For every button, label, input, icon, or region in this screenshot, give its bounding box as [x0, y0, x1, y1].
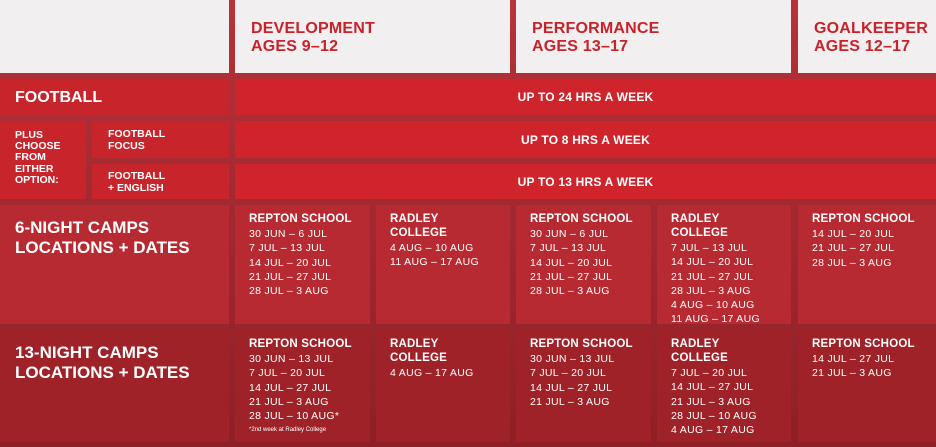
- venue-name: REPTON SCHOOL: [249, 338, 352, 350]
- camp-date: 7 JUL – 13 JUL: [249, 242, 326, 255]
- camp-date: 4 AUG – 10 AUG: [390, 242, 474, 254]
- header-performance: PERFORMANCE AGES 13–17: [516, 0, 791, 73]
- venue-name: REPTON SCHOOL: [812, 338, 915, 350]
- camp-date: 11 AUG – 17 AUG: [671, 313, 760, 326]
- camp-date: 14 JUL – 27 JUL: [671, 381, 754, 394]
- camp-date: 4 AUG – 17 AUG: [390, 367, 474, 379]
- camp-date: 7 JUL – 13 JUL: [530, 242, 607, 255]
- thirteen-night-performance-radley: RADLEY COLLEGE 7 JUL – 20 JUL 14 JUL – 2…: [657, 330, 791, 442]
- venue-name: REPTON SCHOOL: [249, 213, 352, 225]
- camp-date: 30 JUN – 6 JUL: [530, 228, 609, 240]
- venue-name: RADLEY COLLEGE: [671, 338, 728, 364]
- football-english-label: FOOTBALL + ENGLISH: [92, 164, 229, 199]
- venue-name: REPTON SCHOOL: [530, 213, 633, 225]
- camp-date: 7 JUL – 20 JUL: [671, 367, 748, 379]
- header-performance-title: PERFORMANCE: [532, 20, 660, 37]
- venue-name: REPTON SCHOOL: [812, 213, 915, 225]
- football-focus-hours-bar: UP TO 8 HRS A WEEK: [235, 121, 936, 158]
- six-night-development-radley: RADLEY COLLEGE 4 AUG – 10 AUG 11 AUG – 1…: [376, 205, 510, 324]
- camp-date: 14 JUL – 27 JUL: [530, 381, 613, 394]
- camp-date: 21 JUL – 3 AUG: [671, 395, 751, 408]
- camp-date: 4 AUG – 17 AUG: [671, 424, 755, 437]
- camp-date: 14 JUL – 20 JUL: [671, 256, 754, 269]
- camp-date: 28 JUL – 3 AUG: [671, 284, 751, 297]
- camp-date: 28 JUL – 3 AUG: [530, 285, 610, 298]
- venue-name: RADLEY COLLEGE: [671, 213, 728, 239]
- thirteen-night-title: 13-NIGHT CAMPS LOCATIONS + DATES: [0, 330, 229, 442]
- camp-date: 21 JUL – 27 JUL: [530, 270, 613, 283]
- venue-name: RADLEY COLLEGE: [390, 213, 447, 239]
- football-focus-label: FOOTBALL FOCUS: [92, 121, 229, 158]
- venue-name: RADLEY COLLEGE: [390, 338, 447, 364]
- camp-date: 21 JUL – 27 JUL: [249, 270, 332, 283]
- camp-date: 21 JUL – 3 AUG: [812, 367, 892, 380]
- thirteen-night-development-radley: RADLEY COLLEGE 4 AUG – 17 AUG: [376, 330, 510, 442]
- camp-date: 7 JUL – 13 JUL: [671, 242, 748, 254]
- camp-date: 30 JUN – 6 JUL: [249, 228, 328, 240]
- header-development-title: DEVELOPMENT: [251, 20, 375, 37]
- header-development: DEVELOPMENT AGES 9–12: [235, 0, 510, 73]
- camp-date: 21 JUL – 3 AUG: [530, 395, 610, 408]
- header-development-ages: AGES 9–12: [251, 38, 339, 55]
- camp-date: 30 JUN – 13 JUL: [530, 353, 615, 365]
- six-night-performance-radley: RADLEY COLLEGE 7 JUL – 13 JUL 14 JUL – 2…: [657, 205, 791, 326]
- football-hours-bar: UP TO 24 HRS A WEEK: [235, 79, 936, 115]
- header-goalkeeper-ages: AGES 12–17: [814, 38, 911, 55]
- camp-date: 14 JUL – 27 JUL: [249, 381, 332, 394]
- camp-date: 11 AUG – 17 AUG: [390, 256, 479, 269]
- camp-date: 28 JUL – 10 AUG*: [249, 410, 340, 423]
- six-night-performance-repton: REPTON SCHOOL 30 JUN – 6 JUL 7 JUL – 13 …: [516, 205, 651, 324]
- camp-date: 21 JUL – 27 JUL: [812, 242, 895, 255]
- football-focus-hours: UP TO 8 HRS A WEEK: [521, 132, 650, 147]
- camp-date: 28 JUL – 3 AUG: [812, 256, 892, 269]
- header-performance-ages: AGES 13–17: [532, 38, 629, 55]
- camp-date: 28 JUL – 10 AUG: [671, 409, 757, 422]
- header-goalkeeper-title: GOALKEEPER: [814, 20, 929, 37]
- camp-date: 4 AUG – 10 AUG: [671, 299, 755, 312]
- camp-date: 21 JUL – 27 JUL: [671, 270, 754, 283]
- camp-date: 14 JUL – 20 JUL: [530, 256, 613, 269]
- camp-date: 30 JUN – 13 JUL: [249, 353, 334, 365]
- football-hours: UP TO 24 HRS A WEEK: [517, 90, 654, 104]
- camp-date: 7 JUL – 20 JUL: [530, 367, 607, 380]
- camp-date: 14 JUL – 20 JUL: [249, 256, 332, 269]
- thirteen-night-development-repton: REPTON SCHOOL 30 JUN – 13 JUL 7 JUL – 20…: [235, 330, 370, 442]
- football-english-hours: UP TO 13 HRS A WEEK: [517, 174, 654, 189]
- camp-date: 7 JUL – 20 JUL: [249, 367, 326, 380]
- venue-name: REPTON SCHOOL: [530, 338, 633, 350]
- football-label: FOOTBALL: [0, 79, 229, 115]
- plus-choose-label: PLUS CHOOSE FROM EITHER OPTION:: [0, 121, 86, 199]
- camp-date: 21 JUL – 3 AUG: [249, 395, 329, 408]
- thirteen-night-performance-repton: REPTON SCHOOL 30 JUN – 13 JUL 7 JUL – 20…: [516, 330, 651, 442]
- thirteen-night-goalkeeper-repton: REPTON SCHOOL 14 JUL – 27 JUL 21 JUL – 3…: [798, 330, 936, 442]
- header-goalkeeper: GOALKEEPER AGES 12–17: [798, 0, 936, 73]
- six-night-development-repton: REPTON SCHOOL 30 JUN – 6 JUL 7 JUL – 13 …: [235, 205, 370, 324]
- footnote: *2nd week at Radley College: [249, 427, 327, 434]
- camp-date: 14 JUL – 27 JUL: [812, 353, 895, 365]
- six-night-goalkeeper-repton: REPTON SCHOOL 14 JUL – 20 JUL 21 JUL – 2…: [798, 205, 936, 324]
- camp-date: 14 JUL – 20 JUL: [812, 228, 895, 240]
- six-night-title: 6-NIGHT CAMPS LOCATIONS + DATES: [0, 205, 229, 324]
- football-english-hours-bar: UP TO 13 HRS A WEEK: [235, 164, 936, 199]
- camp-date: 28 JUL – 3 AUG: [249, 285, 329, 298]
- header-blank: [0, 0, 229, 73]
